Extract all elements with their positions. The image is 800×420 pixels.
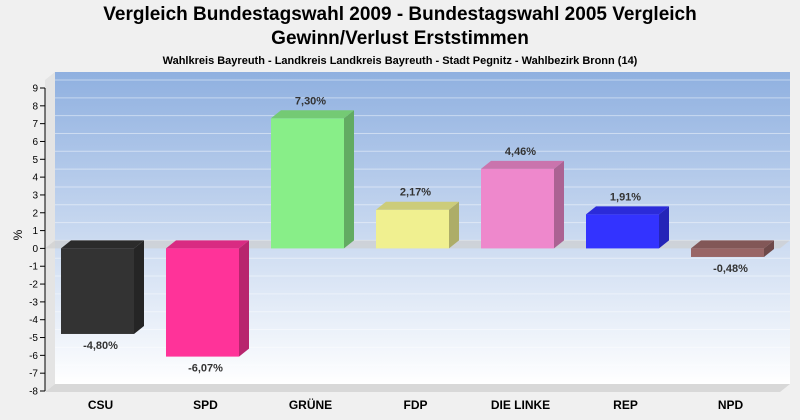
bar-front	[481, 168, 554, 249]
y-tick-label: 3	[32, 190, 38, 201]
y-tick-label: -3	[29, 297, 38, 308]
plot-floor	[45, 384, 790, 392]
y-tick-label: -1	[29, 262, 38, 273]
bar-front	[61, 248, 134, 334]
bar-top	[481, 160, 564, 169]
bar-front	[691, 248, 764, 257]
bar-npd: -0,48%	[691, 240, 774, 275]
value-label: 7,30%	[295, 95, 326, 107]
chart-title: Vergleich Bundestagswahl 2009 - Bundesta…	[103, 4, 697, 25]
bar-top	[271, 110, 354, 119]
bar-top	[376, 201, 459, 210]
bar-fdp: 2,17%	[376, 187, 459, 249]
y-tick-label: 9	[32, 84, 38, 95]
y-tick-label: 8	[32, 101, 38, 112]
y-tick-label: -8	[29, 387, 38, 398]
bar-front	[586, 214, 659, 249]
category-label: SPD	[193, 398, 218, 412]
bar-side	[764, 240, 774, 257]
y-tick-label: -2	[29, 280, 38, 291]
bar-die-linke: 4,46%	[481, 146, 564, 249]
y-tick-label: 0	[32, 244, 38, 255]
bar-csu: -4,80%	[61, 240, 144, 352]
bar-top	[61, 240, 144, 249]
plot-side-wall	[45, 72, 55, 392]
y-tick-label: -6	[29, 351, 38, 362]
value-label: 1,91%	[610, 191, 641, 203]
y-tick-label: 1	[32, 226, 38, 237]
y-tick-label: 4	[32, 173, 38, 184]
bar-side	[239, 240, 249, 357]
category-label: CSU	[88, 398, 113, 412]
category-label: GRÜNE	[289, 397, 332, 412]
y-tick-label: 5	[32, 155, 38, 166]
y-tick-label: 7	[32, 119, 38, 130]
value-label: 4,46%	[505, 146, 536, 158]
bar-top	[586, 206, 669, 215]
bar-front	[271, 118, 344, 249]
y-tick-label: 2	[32, 208, 38, 219]
value-label: 2,17%	[400, 187, 431, 199]
bar-front	[376, 209, 449, 249]
bar-side	[449, 201, 459, 249]
bar-rep: 1,91%	[586, 191, 669, 249]
category-label: FDP	[404, 398, 428, 412]
category-label: DIE LINKE	[491, 398, 550, 412]
value-label: -0,48%	[713, 263, 748, 275]
bar-side	[659, 206, 669, 249]
bar-top	[166, 240, 249, 249]
bar-front	[166, 248, 239, 357]
y-axis-label: %	[11, 229, 25, 240]
y-tick-label: -4	[29, 315, 38, 326]
y-tick-label: 6	[32, 137, 38, 148]
value-label: -4,80%	[83, 340, 118, 352]
category-label: NPD	[718, 398, 744, 412]
bar-top	[691, 240, 774, 249]
y-tick-label: -7	[29, 369, 38, 380]
bar-gr-ne: 7,30%	[271, 95, 354, 249]
chart-title-line2: Gewinn/Verlust Erststimmen	[271, 28, 529, 49]
category-label: REP	[613, 398, 638, 412]
bar-spd: -6,07%	[166, 240, 249, 375]
y-tick-label: -5	[29, 333, 38, 344]
bar-side	[344, 110, 354, 249]
bar-side	[554, 160, 564, 249]
chart-subtitle: Wahlkreis Bayreuth - Landkreis Landkreis…	[162, 55, 638, 67]
bar-side	[134, 240, 144, 334]
value-label: -6,07%	[188, 363, 223, 375]
